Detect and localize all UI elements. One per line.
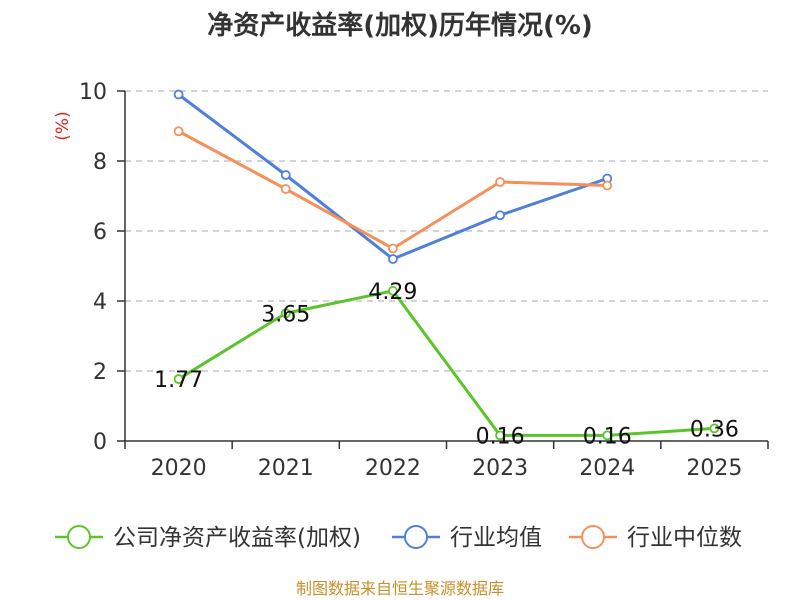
data-point — [280, 170, 291, 180]
data-point — [602, 180, 613, 191]
data-point — [495, 210, 505, 221]
data-label: 0.36 — [690, 417, 739, 442]
data-point — [280, 308, 291, 319]
y-tick-label: 6 — [93, 220, 107, 245]
data-point — [388, 254, 398, 264]
legend-label: 行业中位数 — [627, 525, 742, 551]
x-tick-label: 2023 — [472, 456, 528, 481]
legend-marker — [581, 525, 605, 549]
data-label: 3.65 — [261, 302, 310, 327]
data-label: 0.16 — [583, 424, 632, 449]
data-point — [709, 423, 720, 434]
series-line-0 — [177, 289, 715, 437]
data-point — [388, 285, 398, 296]
x-tick-label: 2021 — [258, 456, 314, 481]
legend-item-2[interactable]: 行业中位数 — [569, 525, 742, 551]
grid — [125, 90, 768, 372]
y-tick-label: 4 — [93, 290, 107, 315]
legend: 公司净资产收益率(加权) 行业均值 行业中位数 — [55, 525, 742, 551]
axes: 0 2 4 6 8 10 2020 2021 2022 2023 2024 2025 — [79, 80, 769, 481]
data-point — [173, 89, 184, 100]
source-note: 制图数据来自恒生聚源数据库 — [296, 579, 504, 598]
data-labels: 1.77 3.65 4.29 0.16 0.16 0.36 — [154, 280, 739, 450]
y-axis-unit: (%) — [53, 111, 73, 140]
series — [173, 89, 720, 441]
data-point — [280, 184, 291, 194]
x-tick-label: 2025 — [686, 456, 742, 481]
chart-title: 净资产收益率(加权)历年情况(%) — [207, 10, 593, 41]
legend-marker — [67, 525, 91, 549]
data-point — [388, 243, 398, 254]
y-tick-label: 0 — [93, 430, 107, 455]
data-label: 4.29 — [368, 280, 417, 305]
data-point — [173, 126, 184, 137]
legend-marker — [404, 525, 428, 549]
data-point — [602, 430, 613, 441]
data-point — [173, 374, 184, 384]
legend-item-0[interactable]: 公司净资产收益率(加权) — [55, 525, 361, 551]
legend-item-1[interactable]: 行业均值 — [392, 525, 542, 551]
data-point — [495, 177, 505, 187]
x-tick-label: 2022 — [365, 456, 421, 481]
legend-label: 行业均值 — [450, 525, 542, 551]
y-tick-label: 2 — [93, 360, 107, 385]
x-tick-label: 2024 — [579, 456, 635, 481]
legend-label: 公司净资产收益率(加权) — [113, 525, 361, 551]
y-tick-label: 10 — [79, 80, 107, 105]
data-label: 0.16 — [476, 424, 525, 449]
data-point — [495, 430, 505, 441]
series-line-1 — [177, 93, 608, 261]
data-label: 1.77 — [154, 368, 203, 393]
x-tick-label: 2020 — [151, 456, 207, 481]
y-tick-label: 8 — [93, 150, 107, 175]
